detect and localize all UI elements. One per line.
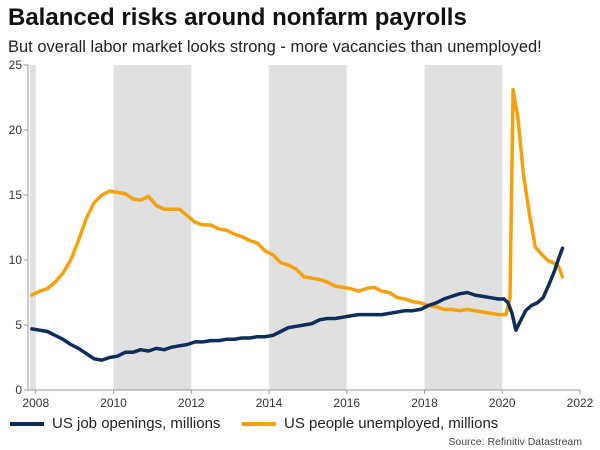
legend-swatch-job-openings xyxy=(10,421,44,426)
legend-item-unemployed: US people unemployed, millions xyxy=(242,415,498,432)
y-tick-label-5: 5 xyxy=(15,318,22,332)
legend-swatch-unemployed xyxy=(242,421,276,426)
shaded-band-3 xyxy=(424,65,503,390)
legend-label-unemployed: US people unemployed, millions xyxy=(284,415,499,432)
x-tick-label-2018: 2018 xyxy=(411,396,438,410)
series-line-unemployed xyxy=(30,87,565,317)
shaded-band-0 xyxy=(29,65,36,390)
y-tick-label-25: 25 xyxy=(9,58,23,72)
chart-subtitle: But overall labor market looks strong - … xyxy=(8,38,542,56)
x-tick-label-2016: 2016 xyxy=(333,396,360,410)
x-tick-label-2010: 2010 xyxy=(100,396,127,410)
x-tick-label-2022: 2022 xyxy=(567,396,594,410)
x-tick-label-2012: 2012 xyxy=(178,396,205,410)
shaded-band-2 xyxy=(269,65,347,390)
y-tick-label-0: 0 xyxy=(15,383,22,397)
source-note: Source: Refinitiv Datastream xyxy=(448,436,582,448)
y-tick-label-20: 20 xyxy=(9,123,23,137)
legend-item-job-openings: US job openings, millions xyxy=(10,415,220,432)
chart-title: Balanced risks around nonfarm payrolls xyxy=(8,4,467,31)
series-line-job-openings xyxy=(30,246,565,362)
shaded-band-1 xyxy=(113,65,192,390)
y-tick-label-15: 15 xyxy=(9,188,23,202)
x-tick-label-2020: 2020 xyxy=(489,396,516,410)
x-tick-label-2008: 2008 xyxy=(22,396,49,410)
y-tick-label-10: 10 xyxy=(9,253,23,267)
legend-label-job-openings: US job openings, millions xyxy=(52,415,221,432)
x-tick-label-2014: 2014 xyxy=(256,396,283,410)
chart-area: 0 5 10 15 20 25 2008 2010 2012 2014 2016 2018 2020 20… xyxy=(9,58,594,410)
